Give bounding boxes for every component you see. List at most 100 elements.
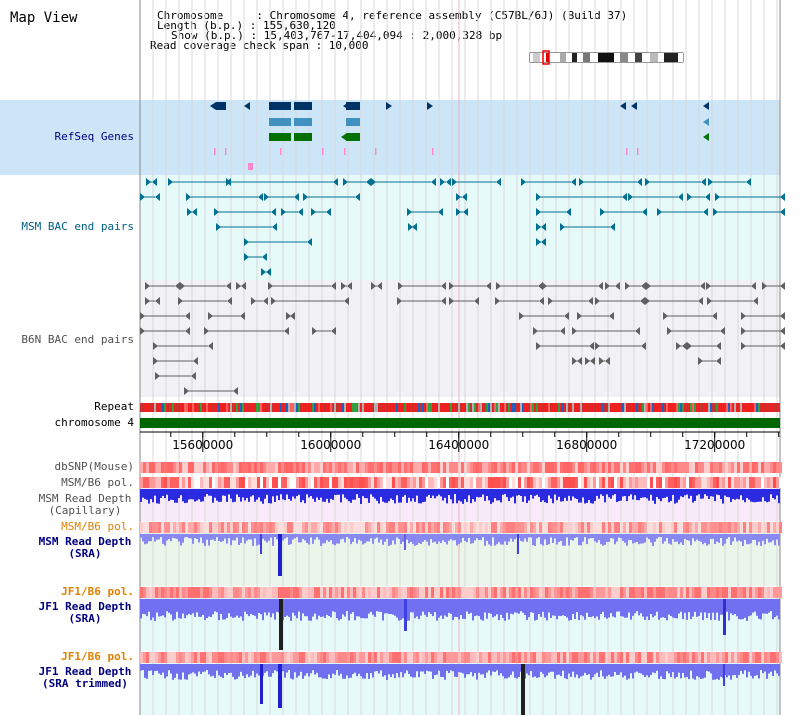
msm-b6-pol-2-cell <box>746 522 749 533</box>
msm-cap-depth-bar <box>678 489 680 500</box>
jf1-trim-depth-bar <box>196 664 198 677</box>
jf1-sra-depth-bar <box>188 599 190 614</box>
b6n-bac-end <box>180 282 185 290</box>
jf1-sra-depth-bar <box>520 599 522 612</box>
b6n-bac-end <box>268 282 273 290</box>
msm-bac-end <box>560 223 565 231</box>
dbsnp-cell <box>206 462 209 473</box>
track-label-refseq[interactable]: RefSeq Genes <box>54 130 134 143</box>
repeat-cell <box>650 403 652 412</box>
jf1-sra-depth-bar <box>764 599 766 614</box>
jf1-b6-pol-2-cell <box>470 652 473 663</box>
msm-sra-depth-bar <box>180 534 182 546</box>
dbsnp-cell <box>515 462 518 473</box>
msm-cap-depth-bar <box>220 489 222 502</box>
repeat-cell <box>612 403 614 412</box>
msm-cap-depth-bar <box>666 489 668 497</box>
track-label-b6n-bac[interactable]: B6N BAC end pairs <box>21 333 134 346</box>
repeat-cell <box>262 403 264 412</box>
b6n-bac-end <box>698 357 703 365</box>
msm-b6-pol-cell <box>179 477 182 488</box>
msm-b6-pol-cell <box>356 477 359 488</box>
jf1-b6-pol-cell <box>212 587 215 598</box>
jf1-b6-pol-cell <box>503 587 506 598</box>
msm-sra-depth-bar <box>558 534 560 542</box>
ideogram-band <box>577 53 583 62</box>
b6n-bac-end <box>585 357 590 365</box>
jf1-b6-pol-cell <box>572 587 575 598</box>
msm-sra-depth-bar <box>632 534 634 544</box>
jf1-trim-depth-bar <box>768 664 770 674</box>
msm-cap-depth-bar <box>524 489 526 497</box>
msm-cap-depth-bar <box>316 489 318 498</box>
jf1-trim-depth-bar <box>712 664 714 680</box>
jf1-trim-depth-bar <box>572 664 574 672</box>
repeat-cell <box>244 403 246 412</box>
msm-b6-pol-cell <box>392 477 395 488</box>
repeat-cell <box>754 403 756 412</box>
jf1-trim-depth-bar <box>246 664 248 675</box>
jf1-b6-pol-2-cell <box>323 652 326 663</box>
jf1-b6-pol-cell <box>368 587 371 598</box>
msm-cap-depth-bar <box>192 489 194 500</box>
msm-b6-pol-2-cell <box>143 522 146 533</box>
jf1-trim-depth-bar <box>388 664 390 675</box>
msm-b6-pol-cell <box>317 477 320 488</box>
jf1-b6-pol-cell <box>581 587 584 598</box>
msm-cap-depth-bar <box>568 489 570 496</box>
jf1-sra-depth-bar <box>456 599 458 617</box>
jf1-b6-pol-2-cell <box>635 652 638 663</box>
msm-cap-depth-bar <box>148 489 150 504</box>
jf1-sra-depth-bar <box>732 599 734 616</box>
repeat-cell <box>600 403 602 412</box>
msm-b6-pol-cell <box>725 477 728 488</box>
dbsnp-cell <box>401 462 404 473</box>
jf1-b6-pol-2-cell <box>746 652 749 663</box>
repeat-cell <box>264 403 266 412</box>
jf1-sra-depth-bar <box>682 599 684 620</box>
msm-cap-depth-bar <box>716 489 718 495</box>
msm-sra-depth-bar <box>658 534 660 538</box>
track-label-jf1-b6-pol-1: JF1/B6 pol. <box>61 585 134 598</box>
jf1-trim-depth-bar <box>752 664 754 679</box>
jf1-b6-pol-2-cell <box>356 652 359 663</box>
repeat-cell <box>692 403 694 412</box>
jf1-trim-depth-bar <box>546 664 548 676</box>
msm-cap-depth-bar <box>776 489 778 496</box>
jf1-trim-depth-bar <box>142 664 144 671</box>
jf1-sra-depth-bar <box>634 599 636 614</box>
msm-b6-pol-cell <box>476 477 479 488</box>
dbsnp-cell <box>656 462 659 473</box>
jf1-trim-depth-bar <box>408 664 410 674</box>
jf1-trim-depth-bar <box>620 664 622 673</box>
jf1-sra-depth-bar <box>504 599 506 621</box>
dbsnp-cell <box>521 462 524 473</box>
track-label-msm-bac[interactable]: MSM BAC end pairs <box>21 220 134 233</box>
jf1-trim-depth-bar <box>266 664 268 672</box>
dbsnp-cell <box>269 462 272 473</box>
dbsnp-cell <box>158 462 161 473</box>
jf1-sra-depth-bar <box>178 599 180 619</box>
jf1-sra-depth-bar <box>740 599 742 620</box>
jf1-b6-pol-cell <box>569 587 572 598</box>
jf1-b6-pol-cell <box>644 587 647 598</box>
jf1-b6-pol-cell <box>494 587 497 598</box>
jf1-sra-depth-bar <box>496 599 498 615</box>
repeat-cell <box>156 403 158 412</box>
jf1-b6-pol-cell <box>602 587 605 598</box>
jf1-b6-pol-2-cell <box>461 652 464 663</box>
jf1-b6-pol-cell <box>407 587 410 598</box>
dbsnp-cell <box>755 462 758 473</box>
dbsnp-cell <box>419 462 422 473</box>
jf1-b6-pol-cell <box>371 587 374 598</box>
jf1-trim-depth-bar <box>718 664 720 680</box>
jf1-b6-pol-cell <box>149 587 152 598</box>
msm-b6-pol-cell <box>536 477 539 488</box>
msm-sra-depth-bar <box>756 534 758 546</box>
jf1-trim-depth-bar <box>372 664 374 678</box>
repeat-cell <box>388 403 390 412</box>
jf1-sra-depth-bar <box>422 599 424 612</box>
msm-b6-pol-cell <box>584 477 587 488</box>
jf1-b6-pol-2-cell <box>764 652 767 663</box>
jf1-b6-pol-2-cell <box>251 652 254 663</box>
